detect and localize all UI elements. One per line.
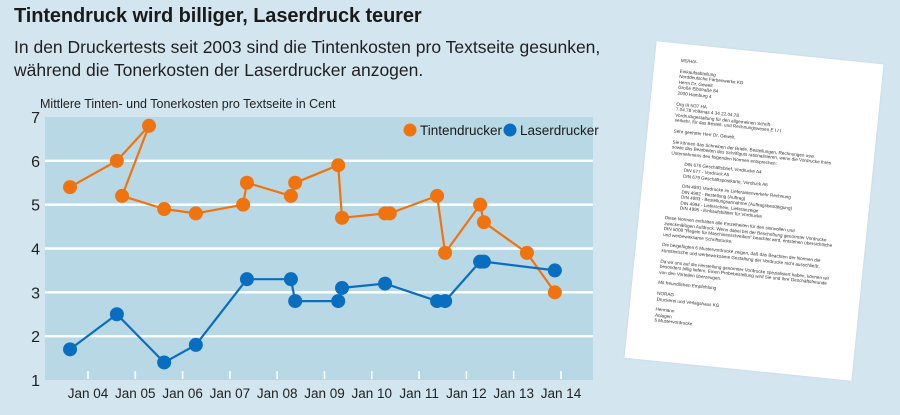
legend-marker bbox=[503, 123, 517, 137]
data-point bbox=[142, 118, 157, 133]
data-point bbox=[335, 210, 350, 225]
data-point bbox=[438, 294, 453, 309]
x-tick-label: Jan 09 bbox=[304, 386, 345, 401]
letter-text: MS/Hö/- Einkaufsabteilung Norddeutsche Far… bbox=[654, 58, 870, 343]
page-title: Tintendruck wird billiger, Laserdruck te… bbox=[14, 5, 422, 27]
data-point bbox=[438, 245, 453, 260]
y-tick-label: 6 bbox=[31, 154, 40, 171]
data-point bbox=[63, 342, 78, 357]
x-tick-label: Jan 07 bbox=[210, 386, 251, 401]
letter-document-image: MS/Hö/- Einkaufsabteilung Norddeutsche Far… bbox=[624, 41, 884, 381]
y-tick-label: 4 bbox=[31, 242, 40, 259]
cost-line-chart: Mittlere Tinten- und Tonerkosten pro Tex… bbox=[31, 97, 599, 401]
series-line bbox=[69, 124, 556, 293]
data-point bbox=[157, 355, 172, 370]
data-point bbox=[476, 215, 491, 230]
data-point bbox=[188, 337, 203, 352]
y-tick-label: 5 bbox=[31, 198, 40, 215]
x-tick-label: Jan 12 bbox=[446, 386, 487, 401]
x-tick-label: Jan 10 bbox=[352, 386, 393, 401]
chart-y-axis-title: Mittlere Tinten- und Tonerkosten pro Tex… bbox=[40, 97, 336, 111]
y-tick-label: 7 bbox=[31, 110, 40, 127]
y-tick-label: 3 bbox=[31, 285, 40, 302]
x-tick-label: Jan 05 bbox=[115, 386, 156, 401]
data-point bbox=[283, 272, 298, 287]
data-point bbox=[519, 245, 534, 260]
data-point bbox=[547, 263, 562, 278]
data-point bbox=[473, 197, 488, 212]
y-tick-label: 1 bbox=[31, 373, 40, 390]
x-tick-label: Jan 14 bbox=[541, 386, 582, 401]
data-point bbox=[430, 188, 445, 203]
data-point bbox=[157, 202, 172, 217]
data-point bbox=[476, 254, 491, 269]
data-point bbox=[188, 206, 203, 221]
y-axis-ticks: 1 2 3 4 5 6 7 bbox=[31, 110, 40, 390]
data-point bbox=[239, 175, 254, 190]
data-point bbox=[335, 280, 350, 295]
data-point bbox=[378, 276, 393, 291]
x-tick-label: Jan 11 bbox=[399, 386, 439, 401]
data-point bbox=[288, 294, 303, 309]
data-point bbox=[109, 153, 124, 168]
data-point bbox=[382, 206, 397, 221]
data-point bbox=[288, 175, 303, 190]
legend-label: Laserdrucker bbox=[520, 123, 599, 138]
x-tick-label: Jan 04 bbox=[68, 386, 109, 401]
series-tintendrucker bbox=[63, 118, 562, 300]
x-axis-ticks: Jan 04 Jan 05 Jan 06 Jan 07 Jan 08 Jan 09 Jan … bbox=[68, 371, 582, 401]
data-point bbox=[63, 180, 78, 195]
legend: Tintendrucker Laserdrucker bbox=[403, 123, 599, 138]
x-tick-label: Jan 13 bbox=[493, 386, 534, 401]
data-point bbox=[239, 272, 254, 287]
subtitle-line: während die Tonerkosten der Laserdrucker… bbox=[14, 60, 424, 80]
data-point bbox=[331, 294, 346, 309]
data-point bbox=[547, 285, 562, 300]
data-point bbox=[283, 188, 298, 203]
subtitle-line: In den Druckertests seit 2003 sind die T… bbox=[14, 37, 601, 57]
series-group bbox=[63, 118, 562, 370]
legend-marker bbox=[403, 123, 417, 137]
data-point bbox=[109, 307, 124, 322]
data-point bbox=[115, 188, 130, 203]
y-tick-label: 2 bbox=[31, 329, 40, 346]
x-tick-label: Jan 08 bbox=[257, 386, 298, 401]
legend-label: Tintendrucker bbox=[420, 123, 503, 138]
data-point bbox=[236, 197, 251, 212]
series-laserdrucker bbox=[63, 254, 562, 370]
data-point bbox=[331, 158, 346, 173]
page-subtitle: In den Druckertests seit 2003 sind die T… bbox=[14, 36, 614, 82]
x-tick-label: Jan 06 bbox=[162, 386, 203, 401]
